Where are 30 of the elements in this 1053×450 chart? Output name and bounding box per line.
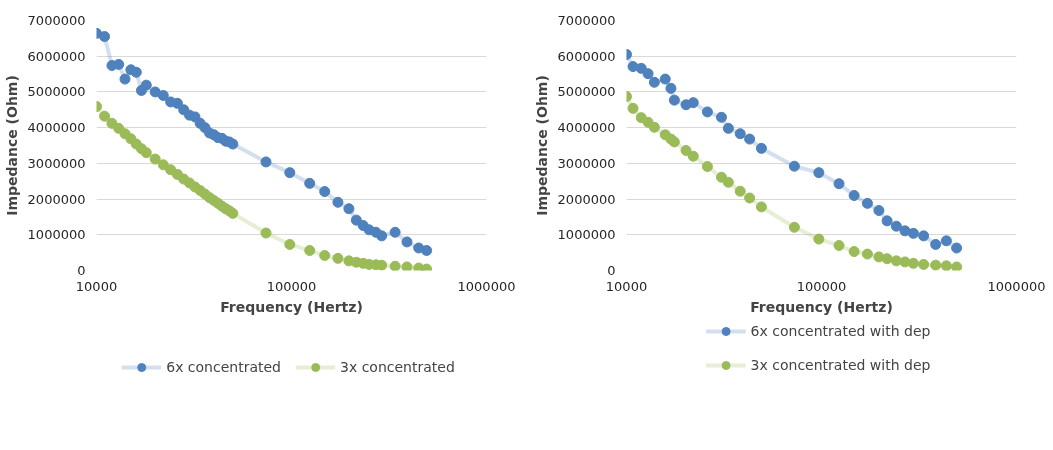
y-axis-title: Impedance (Ohm) bbox=[533, 75, 550, 216]
y-tick-label: 6000000 bbox=[557, 48, 616, 64]
x-tick-label: 1000000 bbox=[457, 278, 516, 294]
y-tick-label: 5000000 bbox=[27, 84, 86, 100]
y-tick-label: 1000000 bbox=[27, 227, 86, 243]
y-tick-label: 3000000 bbox=[27, 155, 86, 171]
x-tick-label: 10000 bbox=[605, 278, 648, 294]
y-axis-title: Impedance (Ohm) bbox=[3, 75, 20, 216]
y-tick-label: 4000000 bbox=[27, 120, 86, 136]
x-tick-label: 100000 bbox=[266, 278, 317, 294]
y-tick-label: 3000000 bbox=[557, 155, 616, 171]
legend-label: 6x concentrated with dep bbox=[750, 323, 931, 339]
y-tick-label: 0 bbox=[607, 263, 616, 278]
y-tick-label: 4000000 bbox=[557, 120, 616, 136]
x-tick-label: 1000000 bbox=[987, 278, 1046, 294]
legend-label: 6x concentrated bbox=[166, 359, 281, 375]
y-tick-label: 1000000 bbox=[557, 227, 616, 243]
legend-label: 3x concentrated bbox=[340, 359, 455, 375]
y-tick-label: 2000000 bbox=[557, 191, 616, 207]
legend-label: 3x concentrated with dep bbox=[750, 357, 931, 373]
y-tick-label: 2000000 bbox=[27, 191, 86, 207]
y-tick-label: 7000000 bbox=[27, 13, 86, 28]
x-tick-label: 100000 bbox=[796, 278, 847, 294]
x-axis-title: Frequency (Hertz) bbox=[220, 298, 363, 315]
y-tick-label: 6000000 bbox=[27, 48, 86, 64]
x-axis-title: Frequency (Hertz) bbox=[750, 298, 893, 315]
y-tick-label: 7000000 bbox=[557, 13, 616, 28]
x-tick-label: 10000 bbox=[75, 278, 118, 294]
y-tick-label: 0 bbox=[77, 263, 86, 278]
y-tick-label: 5000000 bbox=[557, 84, 616, 100]
